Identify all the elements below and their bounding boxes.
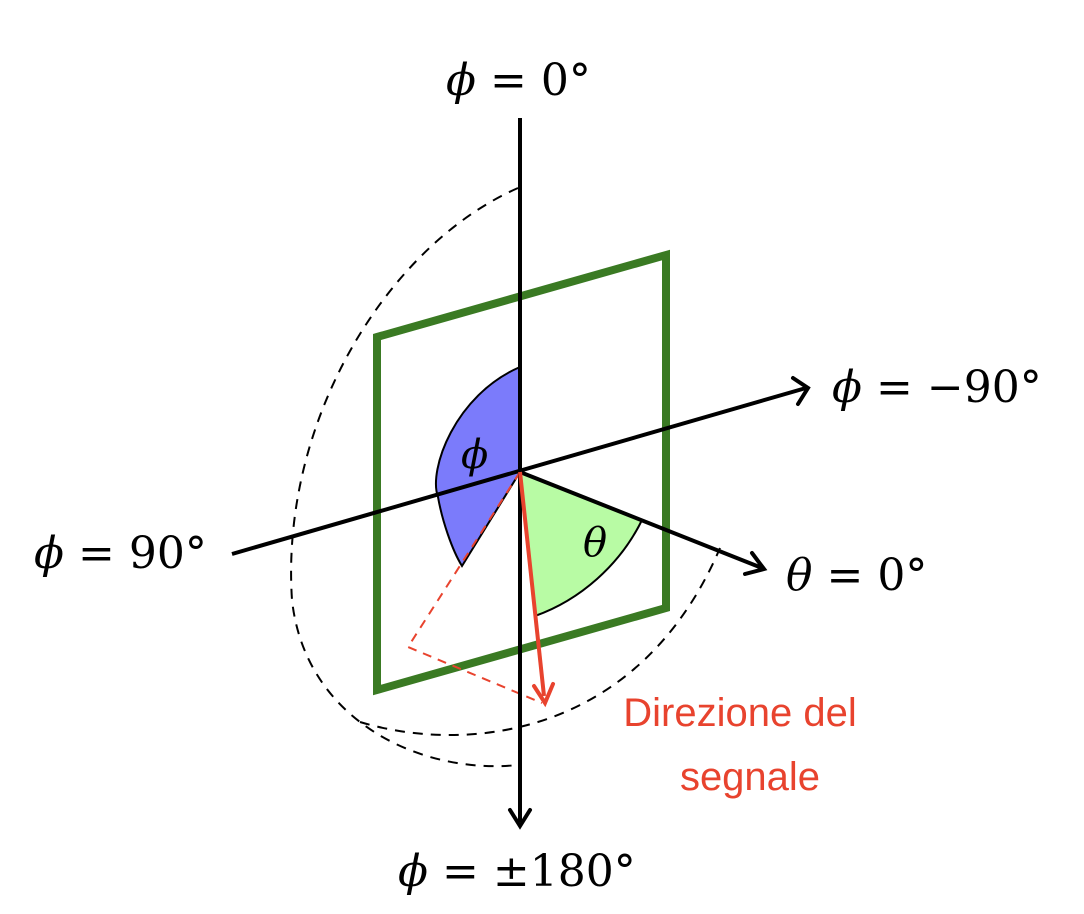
signal-direction-arrow — [518, 471, 546, 697]
signal-caption-line1: Direzione del — [623, 691, 856, 735]
label-phi-minus-90: ϕ = −90° — [832, 362, 1042, 413]
antenna-frame — [373, 249, 670, 696]
theta-angle-label: θ — [583, 520, 607, 566]
dashed-outer-arc — [290, 187, 519, 768]
right-arrowhead — [791, 376, 811, 406]
dashed-lower-arc — [359, 547, 721, 736]
theta-arrowhead — [743, 551, 768, 576]
theta-angle-sector — [518, 470, 644, 618]
signal-arrowhead — [532, 682, 555, 708]
phi-angle-label: ϕ — [461, 432, 488, 478]
bottom-arrowhead — [508, 808, 532, 830]
label-phi-0: ϕ = 0° — [446, 55, 591, 106]
projection-dashed-lines — [406, 471, 543, 704]
phi-angle-sector — [434, 365, 521, 568]
label-phi-180: ϕ = ±180° — [398, 846, 636, 897]
horizontal-axis — [231, 386, 807, 556]
label-phi-90: ϕ = 90° — [34, 528, 207, 579]
signal-caption-line2: segnale — [680, 755, 820, 799]
label-theta-0: θ = 0° — [786, 550, 927, 601]
theta-axis — [519, 470, 763, 570]
